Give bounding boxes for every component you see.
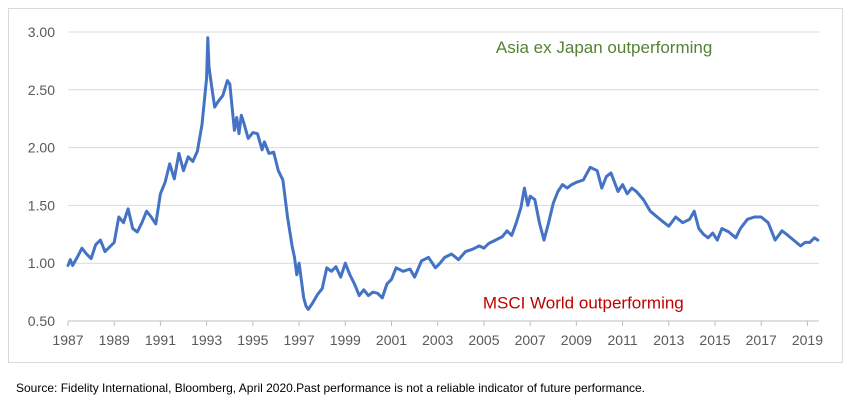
line-chart: 0.50 1.00 1.50 2.00 2.50 3.00 1987 1989 1991 199…	[28, 24, 823, 348]
source-note: Source: Fidelity International, Bloomber…	[16, 381, 645, 395]
x-tick-label: 2011	[608, 332, 638, 348]
x-tick-label: 2015	[699, 332, 730, 348]
series-layer	[66, 36, 820, 311]
x-tick-label: 1993	[191, 332, 222, 348]
x-tick-label: 2013	[653, 332, 684, 348]
chart-frame: 0.50 1.00 1.50 2.00 2.50 3.00 1987 1989 1991 199…	[8, 8, 843, 363]
x-tick-label: 1987	[52, 332, 83, 348]
x-axis	[67, 320, 819, 326]
y-tick-label: 1.50	[28, 197, 55, 213]
x-tick-label: 1989	[99, 332, 130, 348]
gridlines	[68, 31, 819, 264]
x-tick-label: 2003	[422, 332, 453, 348]
annotation-asia-outperforming: Asia ex Japan outperforming	[496, 38, 712, 57]
x-axis-tick-labels: 1987 1989 1991 1993 1995 1997 1999 2001 2003 2005…	[52, 332, 823, 348]
x-tick-label: 2007	[515, 332, 546, 348]
x-tick-label: 1995	[237, 332, 268, 348]
x-tick-label: 2017	[746, 332, 777, 348]
x-tick-label: 1999	[330, 332, 361, 348]
series-line	[66, 36, 820, 311]
annotation-msci-outperforming: MSCI World outperforming	[483, 294, 684, 313]
x-tick-label: 2005	[468, 332, 499, 348]
y-tick-label: 3.00	[28, 24, 55, 40]
x-tick-label: 2009	[561, 332, 592, 348]
x-tick-label: 1997	[283, 332, 314, 348]
y-tick-label: 0.50	[28, 313, 55, 329]
y-tick-label: 1.00	[28, 255, 55, 271]
x-tick-label: 2001	[376, 332, 407, 348]
annotations: Asia ex Japan outperforming MSCI World ou…	[483, 38, 712, 312]
y-tick-label: 2.50	[28, 82, 55, 98]
x-tick-label: 2019	[792, 332, 823, 348]
y-tick-label: 2.00	[28, 140, 55, 156]
y-axis-tick-labels: 0.50 1.00 1.50 2.00 2.50 3.00	[28, 24, 55, 329]
x-tick-label: 1991	[145, 332, 176, 348]
